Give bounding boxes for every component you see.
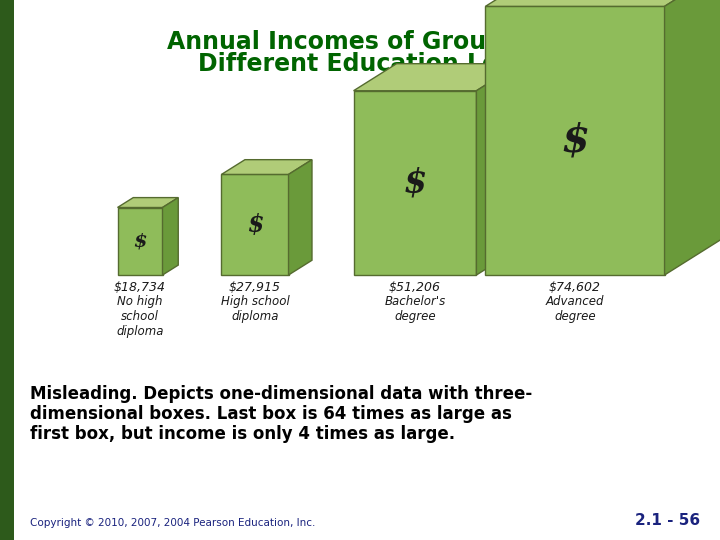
Polygon shape xyxy=(485,6,665,275)
Polygon shape xyxy=(485,0,720,6)
Text: 2.1 - 56: 2.1 - 56 xyxy=(635,513,700,528)
Text: first box, but income is only 4 times as large.: first box, but income is only 4 times as… xyxy=(30,425,455,443)
Text: $27,915: $27,915 xyxy=(229,281,281,294)
Text: $: $ xyxy=(561,122,589,160)
Text: dimensional boxes. Last box is 64 times as large as: dimensional boxes. Last box is 64 times … xyxy=(30,405,512,423)
Polygon shape xyxy=(665,0,720,275)
Text: High school
diploma: High school diploma xyxy=(220,295,289,323)
Polygon shape xyxy=(117,198,179,207)
Text: Annual Incomes of Groups with: Annual Incomes of Groups with xyxy=(167,30,583,54)
Text: No high
school
diploma: No high school diploma xyxy=(116,295,163,338)
Text: Advanced
degree: Advanced degree xyxy=(546,295,604,323)
Text: $74,602: $74,602 xyxy=(549,281,601,294)
Text: $51,206: $51,206 xyxy=(389,281,441,294)
Polygon shape xyxy=(289,160,312,275)
Polygon shape xyxy=(354,91,477,275)
Polygon shape xyxy=(222,174,289,275)
Text: Misleading. Depicts one-dimensional data with three-: Misleading. Depicts one-dimensional data… xyxy=(30,385,532,403)
Text: $18,734: $18,734 xyxy=(114,281,166,294)
Polygon shape xyxy=(117,207,163,275)
Polygon shape xyxy=(354,64,519,91)
Text: Bachelor's
degree: Bachelor's degree xyxy=(384,295,446,323)
Polygon shape xyxy=(163,198,179,275)
Text: $: $ xyxy=(133,232,147,250)
Polygon shape xyxy=(477,64,519,275)
Bar xyxy=(0,0,14,540)
Text: Different Education Levels: Different Education Levels xyxy=(198,52,552,76)
Text: $: $ xyxy=(247,213,264,237)
Text: Copyright © 2010, 2007, 2004 Pearson Education, Inc.: Copyright © 2010, 2007, 2004 Pearson Edu… xyxy=(30,518,315,528)
Polygon shape xyxy=(222,160,312,174)
Text: $: $ xyxy=(403,166,427,199)
